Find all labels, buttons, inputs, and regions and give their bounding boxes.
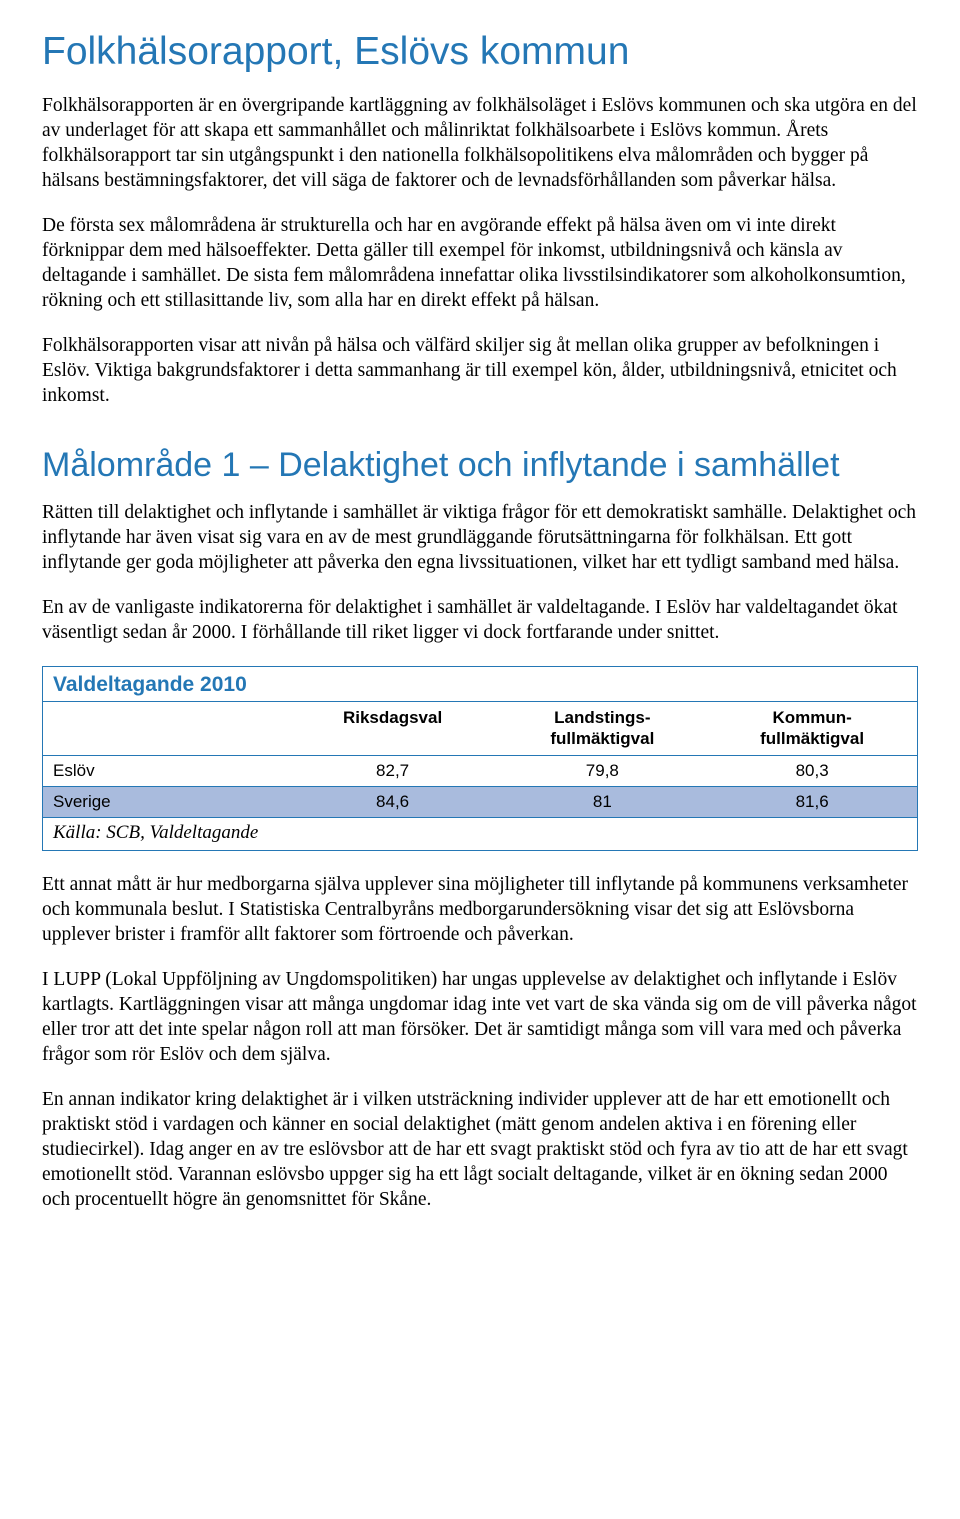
table-cell: 82,7 (288, 756, 498, 787)
table-cell: 84,6 (288, 787, 498, 818)
table-header-row: Riksdagsval Landstings-fullmäktigval Kom… (43, 702, 917, 756)
table-title: Valdeltagande 2010 (43, 667, 917, 702)
table-col-header: Riksdagsval (288, 702, 498, 756)
table-cell-label: Sverige (43, 787, 288, 818)
section-paragraph: Ett annat mått är hur medborgarna själva… (42, 873, 918, 948)
intro-paragraph: Folkhälsorapporten är en övergripande ka… (42, 94, 918, 194)
table-cell: 81 (497, 787, 707, 818)
section-heading: Målområde 1 – Delaktighet och inflytande… (42, 446, 918, 485)
table-cell-label: Eslöv (43, 756, 288, 787)
table-cell: 81,6 (707, 787, 917, 818)
valdeltagande-table: Valdeltagande 2010 Riksdagsval Landsting… (43, 667, 917, 850)
table-cell: 80,3 (707, 756, 917, 787)
valdeltagande-table-container: Valdeltagande 2010 Riksdagsval Landsting… (42, 666, 918, 851)
table-col-header: Kommun-fullmäktigval (707, 702, 917, 756)
intro-paragraph: De första sex målområdena är strukturell… (42, 214, 918, 314)
table-col-header: Landstings-fullmäktigval (497, 702, 707, 756)
section-paragraph: En annan indikator kring delaktighet är … (42, 1088, 918, 1213)
table-col-header (43, 702, 288, 756)
table-row: Eslöv 82,7 79,8 80,3 (43, 756, 917, 787)
page-title: Folkhälsorapport, Eslövs kommun (42, 30, 918, 74)
intro-paragraph: Folkhälsorapporten visar att nivån på hä… (42, 334, 918, 409)
table-cell: 79,8 (497, 756, 707, 787)
table-source: Källa: SCB, Valdeltagande (43, 818, 917, 851)
section-paragraph: Rätten till delaktighet och inflytande i… (42, 501, 918, 576)
section-paragraph: En av de vanligaste indikatorerna för de… (42, 596, 918, 646)
table-row: Sverige 84,6 81 81,6 (43, 787, 917, 818)
section-paragraph: I LUPP (Lokal Uppföljning av Ungdomspoli… (42, 968, 918, 1068)
